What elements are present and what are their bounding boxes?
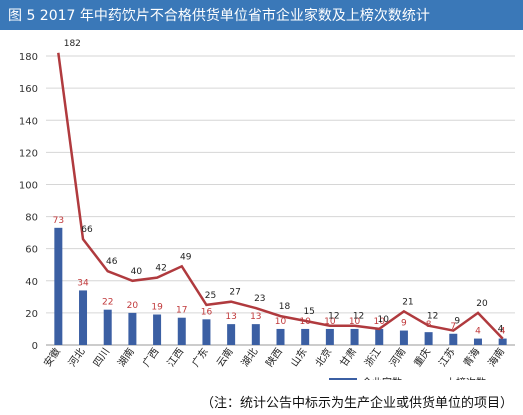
x-tick-label: 河北	[66, 346, 87, 369]
x-tick-label: 甘肃	[337, 345, 359, 369]
x-axis-ticks: 安徽 河北 四川 湖南 广西 江西 广东 云南 湖北 陕西 山东 北京 甘肃 浙江 河南 重庆 江苏 青海 海南	[41, 345, 507, 369]
x-tick-label: 广西	[140, 346, 161, 369]
x-tick-label: 广东	[189, 345, 211, 369]
line-series	[57, 52, 504, 340]
line-value-label: 46	[106, 257, 118, 267]
bar-value-label: 7	[450, 322, 456, 332]
bar	[177, 317, 186, 345]
y-axis-ticks: 0 20 40 60 80 100 120 140 160 180	[19, 52, 38, 352]
line-value-label: 15	[303, 307, 314, 317]
bar-value-label: 9	[401, 319, 407, 329]
bar-value-label: 10	[275, 317, 287, 327]
x-tick-label: 重庆	[411, 345, 433, 369]
x-tick-label: 安徽	[41, 345, 63, 369]
y-tick-label: 40	[25, 277, 38, 288]
y-tick-label: 120	[19, 148, 38, 159]
bar-value-label: 17	[176, 306, 187, 316]
y-tick-label: 140	[19, 116, 38, 127]
legend: 企业家数 上榜次数	[329, 376, 486, 380]
bar-value-label: 4	[475, 327, 481, 337]
x-tick-label: 浙江	[362, 346, 383, 369]
x-tick-label: 江苏	[436, 345, 458, 369]
bar-value-label: 20	[127, 301, 139, 311]
title-bar: 图 5 2017 年中药饮片不合格供货单位省市企业家数及上榜次数统计	[0, 0, 523, 30]
x-tick-label: 江西	[165, 346, 186, 369]
x-tick-label: 河南	[386, 345, 408, 369]
bar	[498, 338, 507, 345]
bar-value-label: 13	[250, 312, 261, 322]
bar-value-label: 19	[151, 303, 163, 313]
bar-value-label: 10	[324, 317, 336, 327]
bar-series	[54, 227, 507, 345]
bar	[325, 328, 334, 345]
legend-bar-swatch	[329, 378, 357, 380]
bar-value-label: 13	[225, 312, 236, 322]
bar	[54, 227, 63, 345]
bar	[153, 314, 162, 345]
bar	[375, 328, 384, 345]
line-value-label: 23	[254, 294, 265, 304]
y-tick-label: 180	[19, 52, 38, 63]
bar-value-label: 10	[374, 317, 386, 327]
line-value-label: 18	[279, 302, 291, 312]
line-value-label: 12	[353, 312, 364, 322]
x-tick-label: 青海	[460, 345, 482, 369]
bar	[473, 338, 482, 345]
x-tick-label: 陕西	[263, 345, 285, 369]
line-value-label: 27	[229, 288, 240, 298]
bar-value-label: 34	[77, 278, 89, 288]
y-tick-label: 80	[25, 213, 38, 224]
line-value-label: 25	[205, 291, 216, 301]
x-tick-label: 四川	[92, 346, 112, 369]
bar	[79, 290, 88, 345]
bar	[276, 328, 285, 345]
x-tick-label: 北京	[312, 345, 334, 369]
bar	[350, 328, 359, 345]
bar	[251, 324, 260, 345]
bar	[399, 330, 408, 345]
bar	[449, 333, 458, 345]
bar-value-label: 4	[500, 327, 506, 337]
bar	[128, 312, 137, 345]
line-value-label: 49	[180, 252, 192, 262]
x-tick-label: 山东	[288, 345, 310, 369]
line-value-label: 12	[328, 312, 339, 322]
bar-value-label: 22	[102, 298, 113, 308]
bar	[424, 332, 433, 345]
y-tick-label: 20	[25, 309, 38, 320]
x-tick-label: 湖南	[115, 345, 137, 369]
line-value-label: 20	[476, 299, 488, 309]
bar-value-label: 73	[53, 216, 64, 226]
y-tick-label: 0	[32, 341, 38, 352]
legend-bar-label: 企业家数	[362, 376, 402, 380]
line-value-label: 182	[64, 39, 81, 49]
y-tick-label: 60	[25, 245, 38, 256]
bar	[301, 328, 310, 345]
y-tick-label: 160	[19, 84, 38, 95]
x-tick-label: 云南	[213, 345, 235, 369]
chart: 0 20 40 60 80 100 120 140 160 180 73 34 22 20 19 17 16 1…	[19, 39, 515, 380]
footnote: （注：统计公告中标示为生产企业或供货单位的项目）	[200, 396, 513, 411]
line-value-label: 10	[378, 315, 390, 325]
line-value-label: 21	[402, 297, 413, 307]
grid	[46, 55, 515, 346]
legend-line-label: 上榜次数	[446, 376, 486, 380]
chart-title: 图 5 2017 年中药饮片不合格供货单位省市企业家数及上榜次数统计	[8, 8, 430, 24]
y-tick-label: 100	[19, 180, 38, 191]
x-tick-label: 海南	[485, 345, 507, 369]
line-value-label: 4	[498, 325, 504, 335]
line-value-label: 12	[427, 312, 438, 322]
x-tick-label: 湖北	[239, 346, 260, 369]
line-value-label: 40	[131, 267, 143, 277]
line-value-label: 9	[454, 317, 460, 327]
bar-value-label: 16	[201, 307, 213, 317]
bar-value-label: 10	[349, 317, 361, 327]
line-value-label: 66	[81, 225, 93, 235]
bar	[103, 309, 112, 345]
bar	[227, 324, 236, 345]
line-value-label: 42	[155, 264, 166, 274]
bar	[202, 319, 211, 345]
